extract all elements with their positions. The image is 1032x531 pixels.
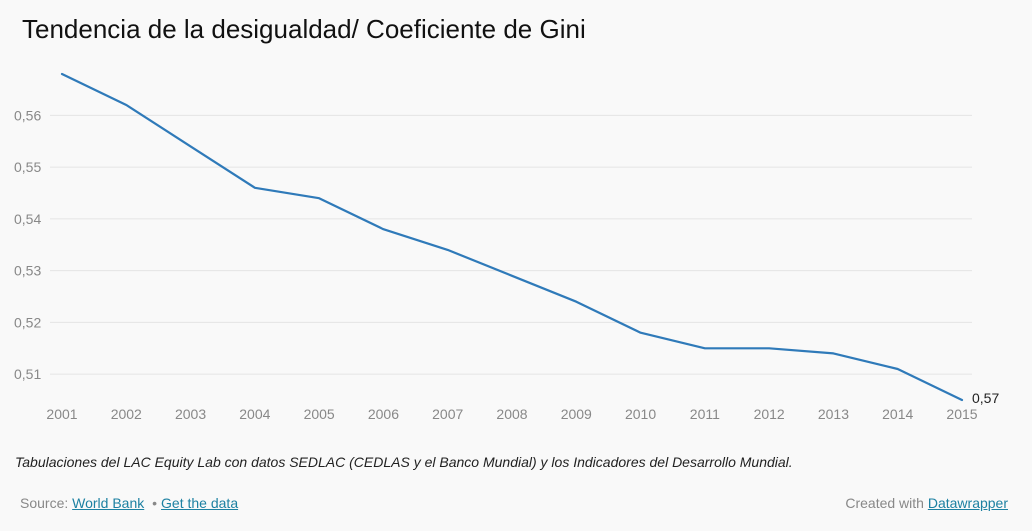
end-value-label: 0,57 [972, 390, 999, 406]
x-tick-label: 2004 [239, 406, 270, 422]
gridlines [50, 114, 972, 375]
y-tick-label: 0,51 [14, 366, 41, 382]
chart-notes: Tabulaciones del LAC Equity Lab con dato… [15, 454, 793, 470]
y-tick-label: 0,53 [14, 263, 41, 279]
source-credit: Source: World Bank • Get the data [20, 495, 238, 511]
x-tick-label: 2001 [46, 406, 77, 422]
datawrapper-link[interactable]: Datawrapper [927, 495, 1008, 511]
x-tick-label: 2007 [432, 406, 463, 422]
chart-title: Tendencia de la desigualdad/ Coeficiente… [22, 14, 586, 44]
x-axis-tick-labels: 2001 2002 2003 2004 2005 2006 2007 2008 2009 2010… [46, 406, 977, 422]
end-label-group: 0,57 [972, 390, 999, 406]
x-tick-label: 2011 [690, 406, 720, 422]
footer-separator: • [152, 495, 158, 511]
y-tick-label: 0,56 [14, 107, 41, 123]
x-tick-label: 2002 [111, 406, 142, 422]
created-with-credit: Created with Datawrapper [845, 495, 1008, 511]
x-tick-label: 2012 [754, 406, 785, 422]
x-tick-label: 2005 [304, 406, 335, 422]
y-tick-label: 0,54 [14, 211, 41, 227]
x-tick-label: 2013 [818, 406, 849, 422]
y-axis-tick-labels: 0,51 0,52 0,53 0,54 0,55 0,56 [14, 107, 41, 382]
x-tick-label: 2010 [625, 406, 656, 422]
get-data-link[interactable]: Get the data [161, 495, 239, 511]
x-tick-label: 2014 [882, 406, 913, 422]
x-tick-label: 2015 [946, 406, 977, 422]
source-prefix: Source: [20, 495, 69, 511]
gini-line-chart: 0,510,520,530,540,550,56 2001 2002 2003 200… [14, 72, 999, 422]
created-prefix: Created with [845, 495, 924, 511]
x-tick-label: 2003 [175, 406, 206, 422]
x-tick-label: 2009 [561, 406, 592, 422]
y-tick-label: 0,52 [14, 314, 41, 330]
series-line [60, 72, 964, 402]
series-line-group [60, 72, 964, 402]
x-tick-label: 2008 [496, 406, 527, 422]
x-tick-label: 2006 [368, 406, 399, 422]
y-tick-label: 0,55 [14, 159, 41, 175]
source-link[interactable]: World Bank [72, 495, 145, 511]
